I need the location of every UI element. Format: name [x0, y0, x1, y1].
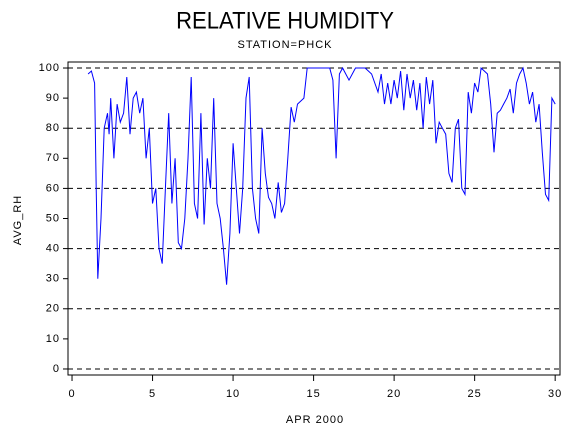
y-tick-label: 0: [53, 363, 60, 375]
y-tick-label: 90: [46, 92, 60, 104]
data-line: [87, 66, 556, 285]
x-tick-label: 0: [68, 388, 75, 400]
y-tick-label: 30: [46, 273, 60, 285]
chart-subtitle: STATION=PHCK: [237, 39, 332, 51]
chart-title: RELATIVE HUMIDITY: [176, 6, 394, 33]
x-tick-label: 20: [387, 388, 401, 400]
x-axis-label: APR 2000: [286, 414, 344, 426]
x-tick-label: 10: [226, 388, 240, 400]
y-tick-label: 50: [46, 212, 60, 224]
y-tick-label: 20: [46, 303, 60, 315]
x-tick-label: 15: [306, 388, 320, 400]
y-tick-label: 40: [46, 243, 60, 255]
y-tick-label: 10: [46, 333, 60, 345]
x-tick-label: 30: [548, 388, 562, 400]
x-tick-label: 25: [468, 388, 482, 400]
y-tick-label: 70: [46, 152, 60, 164]
y-tick-label: 60: [46, 182, 60, 194]
plot-frame: [67, 61, 561, 376]
y-tick-label: 80: [46, 122, 60, 134]
y-tick-label: 100: [39, 62, 60, 74]
x-tick-label: 5: [149, 388, 156, 400]
y-axis-label: AVG_RH: [12, 195, 24, 245]
